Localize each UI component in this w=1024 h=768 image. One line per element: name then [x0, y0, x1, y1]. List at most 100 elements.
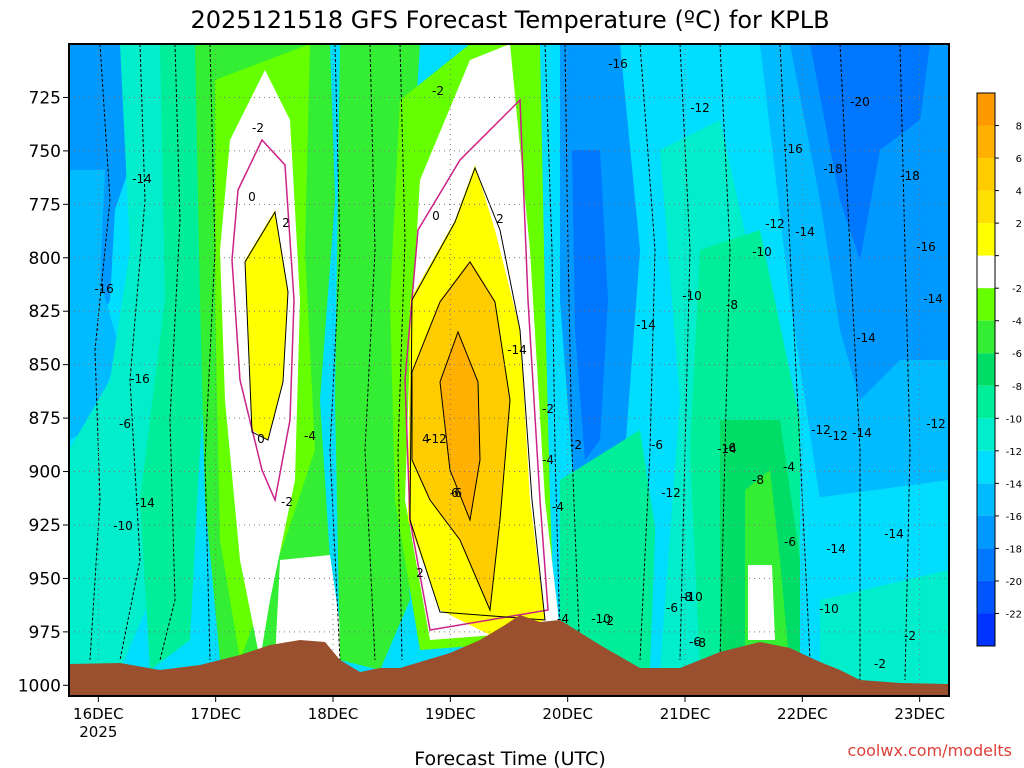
- colorbar-label: -4: [1012, 317, 1022, 328]
- contour-label: -6: [784, 535, 796, 549]
- contour-label: -4: [542, 453, 554, 467]
- contour-label: -14: [852, 426, 872, 440]
- contour-label: -8: [752, 473, 764, 487]
- x-axis-label: Forecast Time (UTC): [414, 748, 605, 768]
- x-tick-label: 22DEC: [777, 705, 828, 723]
- contour-label: -16: [94, 282, 114, 296]
- contour-dashed-15: [899, 44, 911, 681]
- x-tick-label: 18DEC: [308, 705, 359, 723]
- contour-label: -14: [135, 496, 155, 510]
- y-tick-label: 725: [29, 88, 61, 108]
- x-tick-label: 20DEC: [542, 705, 593, 723]
- colorbar-label: -16: [1006, 512, 1022, 523]
- contour-label: -12: [765, 217, 785, 231]
- contour-label: -20: [850, 95, 870, 109]
- y-tick-label: 775: [29, 195, 61, 215]
- band-warm1-yellow: [245, 210, 288, 440]
- band-warm2-deep-orange: [440, 330, 480, 520]
- contour-label: -12: [661, 486, 681, 500]
- contour-label: -6: [651, 438, 663, 452]
- contour-label: -2: [904, 629, 916, 643]
- y-tick-label: 825: [29, 302, 61, 322]
- plot-frame: [68, 43, 950, 697]
- contour-label: -14: [856, 331, 876, 345]
- contour-label: 0: [432, 209, 440, 223]
- contour-label: -14: [132, 172, 152, 186]
- x-tick-sublabel: 2025: [79, 723, 117, 741]
- colorbar-swatch: [977, 580, 995, 614]
- band-left-green2: [140, 44, 215, 670]
- band-warm1-low-white: [275, 555, 345, 660]
- contour-label: -14: [923, 292, 943, 306]
- contour-label: -10: [682, 289, 702, 303]
- colorbar-label: -20: [1006, 577, 1022, 588]
- chart-title: 2025121518 GFS Forecast Temperature (ºC)…: [190, 6, 829, 34]
- contour-label: -8: [680, 590, 692, 604]
- y-tick-label: 950: [29, 569, 61, 589]
- y-tick-label: 800: [29, 249, 61, 269]
- colorbar-swatch: [977, 288, 995, 321]
- contour-label: -14: [884, 527, 904, 541]
- band-cold-left-mid: [69, 170, 120, 440]
- colorbar-label: 2: [1016, 219, 1022, 230]
- colorbar-label: -12: [1006, 447, 1022, 458]
- contour-dashed-3: [159, 44, 181, 661]
- contour-label: -6: [724, 441, 736, 455]
- colorbar-swatch: [977, 255, 995, 289]
- contour-label: -12: [828, 429, 848, 443]
- contour-dashed-11: [679, 44, 691, 661]
- contour-label: -10: [752, 245, 772, 259]
- contour-label: -6: [689, 635, 701, 649]
- contour-label: -10: [591, 612, 611, 626]
- y-tick-label: 850: [29, 356, 61, 376]
- contour-dashed-14: [839, 44, 861, 680]
- colorbar-frame: [976, 92, 996, 647]
- contour-0-left: [231, 138, 295, 503]
- x-tick-label: 17DEC: [190, 705, 241, 723]
- y-tick-label: 975: [29, 623, 61, 643]
- colorbar-swatch: [977, 353, 995, 386]
- contour-2-left: [244, 210, 289, 441]
- contour-label: -12: [926, 417, 946, 431]
- contour-dashed-13: [779, 44, 811, 661]
- contour-label: -2: [602, 614, 614, 628]
- contour-label: 2: [496, 212, 504, 226]
- colorbar-swatch: [977, 450, 995, 484]
- band-far-right-deeper: [810, 44, 930, 260]
- contour-label: -2: [874, 657, 886, 671]
- contour-dashed-4: [204, 44, 216, 661]
- contour-label: -14: [795, 225, 815, 239]
- x-tick-label: 16DEC: [73, 705, 124, 723]
- terrain: [69, 615, 949, 696]
- plot-area: [69, 44, 949, 696]
- contour-label: -6: [119, 417, 131, 431]
- y-tick-label: 875: [29, 409, 61, 429]
- contour-label: 2: [416, 566, 424, 580]
- contour-dashed-8: [544, 44, 561, 641]
- contour-lines: [89, 44, 911, 681]
- contour-label: -6: [450, 486, 462, 500]
- colorbar-label: 4: [1016, 187, 1022, 198]
- colorbar-swatch: [977, 125, 995, 159]
- contour-label: -12: [690, 101, 710, 115]
- colorbar-label: 6: [1016, 154, 1022, 165]
- contour-dashed-9: [564, 44, 581, 661]
- credit-text: coolwx.com/modelts: [848, 741, 1012, 760]
- y-tick-label: 900: [29, 463, 61, 483]
- contour-label: 0: [257, 432, 265, 446]
- contour-label: -12: [811, 423, 831, 437]
- contour-label: -14: [826, 542, 846, 556]
- contour-label: -2: [542, 402, 554, 416]
- x-tick-label: 19DEC: [425, 705, 476, 723]
- contour-label: -6: [666, 601, 678, 615]
- contour-label: -2: [281, 495, 293, 509]
- colorbar-label: -8: [1012, 382, 1022, 393]
- colorbar-swatch: [977, 418, 995, 451]
- contour-label: 2: [282, 216, 290, 230]
- contour-label: -4: [783, 460, 795, 474]
- contour-label: -10: [113, 519, 133, 533]
- colorbar-label: -18: [1006, 544, 1022, 555]
- contour-label: -4: [304, 429, 316, 443]
- colorbar-label: -14: [1006, 479, 1022, 490]
